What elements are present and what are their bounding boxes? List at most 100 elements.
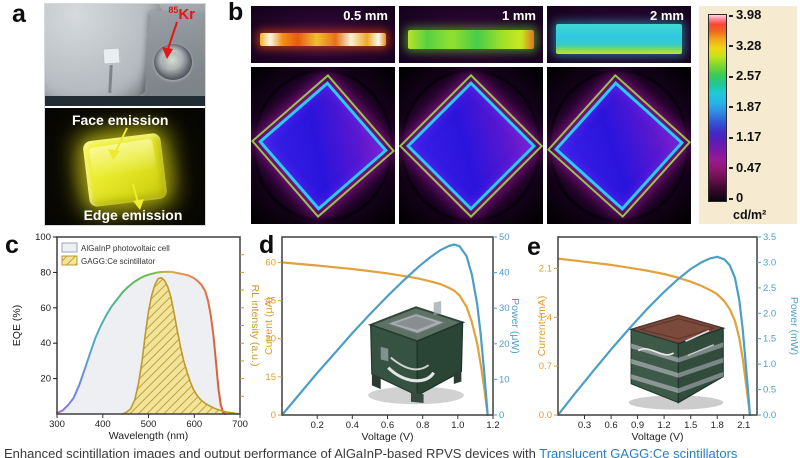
- panel-b-luminance-maps: 0.5 mm 1 mm 2 mm: [251, 6, 691, 224]
- colorbar-ticks: 3.98 3.28 2.57 1.87 1.17 0.47 0: [729, 8, 761, 204]
- svg-text:60: 60: [265, 257, 276, 268]
- svg-text:500: 500: [141, 419, 157, 430]
- single-device-photo-inset: [352, 282, 480, 408]
- svg-text:1.0: 1.0: [763, 359, 776, 370]
- colorbar-tick: 0.47: [729, 161, 761, 174]
- colorbar-unit: cd/m²: [733, 208, 767, 222]
- svg-text:2.1: 2.1: [737, 420, 750, 431]
- panel-label-d: d: [259, 231, 275, 259]
- face-view-map-0p5mm: [251, 67, 395, 224]
- svg-text:GAGG:Ce scintillator: GAGG:Ce scintillator: [81, 257, 156, 266]
- svg-text:0.2: 0.2: [311, 420, 324, 431]
- caption-text: Enhanced scintillation images and output…: [4, 446, 540, 458]
- svg-text:0.8: 0.8: [416, 420, 429, 431]
- colorbar-tick: 1.87: [729, 100, 761, 113]
- svg-text:Wavelength (nm): Wavelength (nm): [109, 430, 189, 442]
- svg-text:0.9: 0.9: [631, 420, 644, 431]
- svg-text:0.4: 0.4: [346, 420, 359, 431]
- svg-text:Power (μW): Power (μW): [509, 298, 520, 354]
- svg-text:0.0: 0.0: [763, 410, 776, 421]
- svg-text:45: 45: [265, 296, 276, 307]
- svg-text:0.7: 0.7: [539, 361, 552, 372]
- face-view-map-2mm: [547, 67, 691, 224]
- colorbar-tick: 1.17: [729, 130, 761, 143]
- panel-e-iv-chart: 0.3 0.6 0.9 1.2 1.5 1.8 2.1 Voltage (V) 0.0 0.7 1.…: [536, 232, 800, 443]
- colorbar-gradient: [708, 14, 727, 202]
- svg-text:Voltage (V): Voltage (V): [632, 431, 684, 443]
- scintillator-crystal: [82, 132, 168, 208]
- svg-text:2.5: 2.5: [763, 283, 776, 294]
- svg-text:Current (mA): Current (mA): [536, 296, 548, 357]
- svg-text:1.2: 1.2: [486, 420, 499, 431]
- svg-text:30: 30: [265, 334, 276, 345]
- svg-text:0: 0: [499, 410, 504, 421]
- svg-text:40: 40: [40, 338, 51, 349]
- svg-text:30: 30: [499, 303, 510, 314]
- svg-text:0: 0: [271, 410, 276, 421]
- sample-holder: [102, 47, 121, 65]
- face-emission-label: Face emission: [71, 112, 169, 128]
- svg-text:300: 300: [49, 419, 65, 430]
- kr-source-port: [154, 44, 192, 80]
- svg-text:20: 20: [499, 339, 510, 350]
- svg-text:1.5: 1.5: [763, 334, 776, 345]
- colorbar-tick: 0: [729, 191, 761, 204]
- colorbar-tick: 2.57: [729, 69, 761, 82]
- svg-text:Voltage (V): Voltage (V): [362, 431, 414, 443]
- crystal-luminance-square: [405, 80, 537, 211]
- svg-text:3.5: 3.5: [763, 232, 776, 243]
- panel-d-iv-chart: 0.2 0.4 0.6 0.8 1.0 1.2 Voltage (V) 0 15 30 45 60 Cu…: [263, 232, 520, 443]
- luminance-colorbar: 3.98 3.28 2.57 1.87 1.17 0.47 0 cd/m²: [699, 6, 797, 224]
- edge-view-map-0p5mm: 0.5 mm: [251, 6, 395, 63]
- svg-text:20: 20: [40, 374, 51, 385]
- stacked-device-photo-inset: [612, 294, 740, 412]
- svg-text:Current (μA): Current (μA): [263, 297, 275, 355]
- panel-c-eqe-chart: 300 400 500 600 700 Wavelength (nm) 20 40 60 80 10…: [11, 232, 261, 442]
- svg-text:AlGaInP photovoltaic cell: AlGaInP photovoltaic cell: [81, 244, 170, 253]
- colorbar-tick: 3.28: [729, 39, 761, 52]
- edge-luminance-band: [407, 30, 535, 49]
- thickness-label: 0.5 mm: [343, 8, 388, 23]
- svg-text:EQE (%): EQE (%): [11, 305, 23, 346]
- svg-text:60: 60: [40, 303, 51, 314]
- svg-text:700: 700: [232, 419, 248, 430]
- scintillator-emission-photo: Face emission Edge emission: [45, 108, 205, 225]
- panel-label-b: b: [228, 0, 244, 26]
- svg-text:2.0: 2.0: [763, 308, 776, 319]
- panel-label-e: e: [527, 233, 541, 261]
- panel-label-c: c: [5, 231, 19, 259]
- svg-text:1.8: 1.8: [711, 420, 724, 431]
- svg-text:Power (mW): Power (mW): [788, 297, 800, 355]
- crystal-luminance-square: [258, 80, 388, 211]
- edge-view-map-1mm: 1 mm: [399, 6, 543, 63]
- bench-edge: [45, 96, 205, 106]
- colorbar-tick: 3.98: [729, 8, 761, 21]
- svg-text:10: 10: [499, 374, 510, 385]
- edge-luminance-band: [555, 24, 683, 54]
- face-view-map-1mm: [399, 67, 543, 224]
- caption-link[interactable]: Translucent GAGG:Ce scintillators: [539, 446, 738, 458]
- svg-text:600: 600: [186, 419, 202, 430]
- svg-text:0.0: 0.0: [539, 410, 552, 421]
- svg-text:100: 100: [35, 232, 51, 243]
- thickness-label: 1 mm: [502, 8, 536, 23]
- device-cube-illustration: [367, 301, 466, 405]
- crystal-luminance-square: [554, 80, 684, 211]
- svg-text:3.0: 3.0: [763, 257, 776, 268]
- svg-text:15: 15: [265, 372, 276, 383]
- svg-text:1.2: 1.2: [657, 420, 670, 431]
- svg-text:50: 50: [499, 232, 510, 243]
- svg-text:2.1: 2.1: [539, 263, 552, 274]
- svg-text:1.0: 1.0: [451, 420, 464, 431]
- edge-emission-label: Edge emission: [83, 207, 183, 223]
- svg-text:1.5: 1.5: [684, 420, 697, 431]
- panel-label-a: a: [12, 0, 26, 28]
- svg-text:RL intensity (a.u.): RL intensity (a.u.): [249, 285, 261, 367]
- svg-text:1.4: 1.4: [539, 312, 552, 323]
- figure-caption: Enhanced scintillation images and output…: [4, 446, 798, 458]
- svg-text:0.3: 0.3: [578, 420, 591, 431]
- irradiation-setup-photo: 85Kr: [45, 4, 205, 106]
- thickness-label: 2 mm: [650, 8, 684, 23]
- svg-text:0.6: 0.6: [381, 420, 394, 431]
